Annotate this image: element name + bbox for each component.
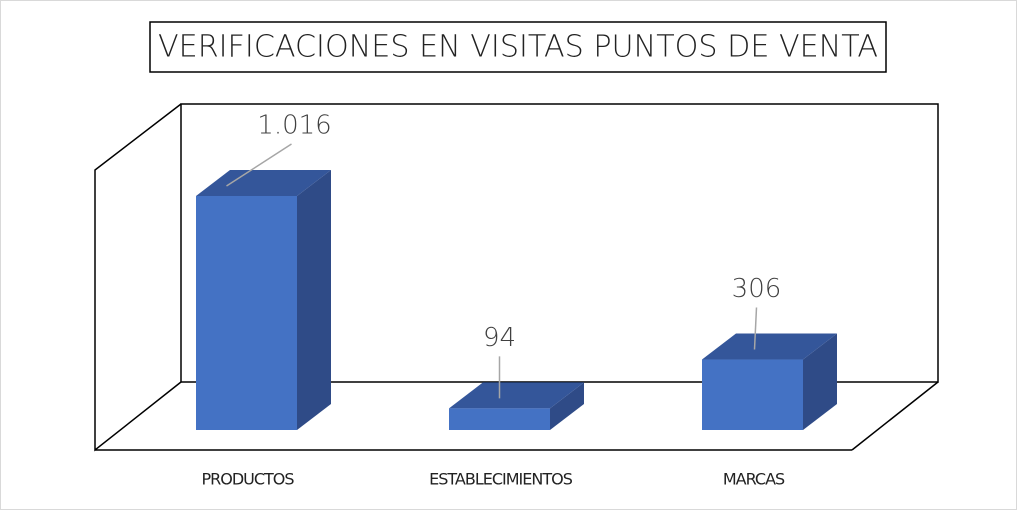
- x-tick-label: ESTABLECIMIENTOS: [429, 470, 573, 489]
- bar: [196, 196, 297, 430]
- floor-edge: [851, 381, 939, 451]
- leader-line: [753, 307, 758, 350]
- data-label: 306: [732, 274, 782, 304]
- bar-top: [449, 382, 584, 409]
- back-wall: [180, 103, 939, 383]
- bar-side: [297, 170, 331, 430]
- leader-line: [226, 143, 292, 187]
- data-label: 1.016: [257, 111, 331, 141]
- bar-side: [803, 333, 837, 430]
- bar-side: [550, 382, 584, 430]
- bar-top: [702, 333, 837, 360]
- plot-walls: [94, 103, 939, 452]
- chart-title: VERIFICACIONES EN VISITAS PUNTOS DE VENT…: [158, 30, 878, 65]
- bar: [702, 359, 803, 430]
- data-label: 94: [483, 323, 516, 353]
- x-tick-label: MARCAS: [723, 470, 785, 489]
- bar-top: [196, 170, 331, 196]
- bar: [449, 408, 550, 430]
- x-tick-label: PRODUCTOS: [201, 470, 294, 489]
- title-box: [149, 21, 887, 73]
- side-wall: [94, 103, 182, 452]
